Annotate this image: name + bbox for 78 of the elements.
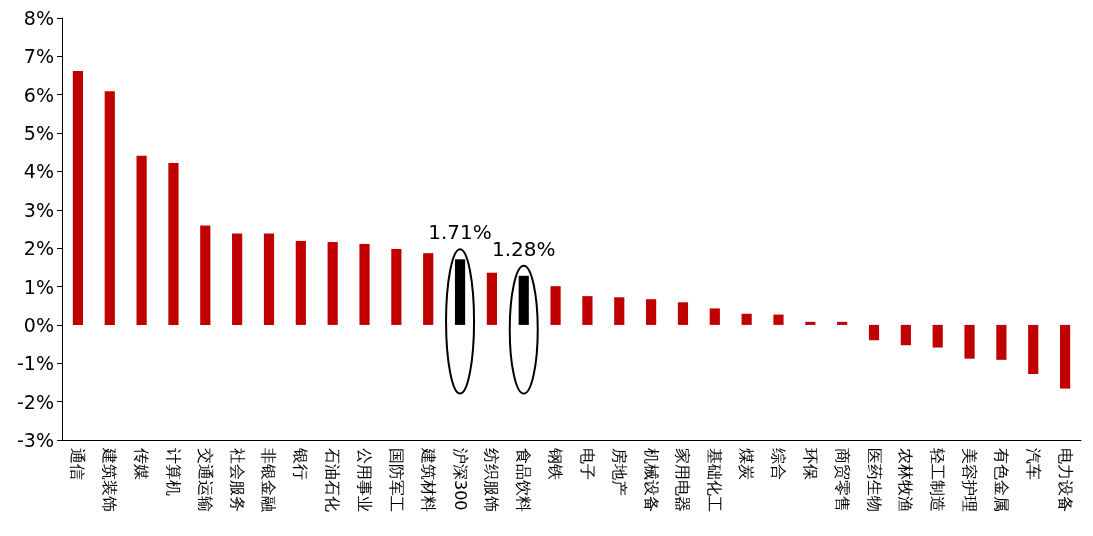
y-tick-label: 7% (23, 45, 54, 68)
bar (550, 286, 561, 325)
bar (837, 321, 848, 325)
x-tick-label: 公用事业 (355, 448, 375, 512)
bar (136, 155, 147, 325)
bar (582, 296, 593, 325)
bar (868, 324, 880, 341)
x-tick-label: 电子 (577, 448, 597, 480)
x-tick-label: 有色金属 (991, 448, 1011, 512)
x-tick-label: 国防军工 (386, 448, 406, 512)
x-tick-label: 银行 (291, 447, 311, 480)
y-tick-label: 2% (23, 237, 54, 260)
bar (805, 321, 816, 325)
x-tick-label: 综合 (768, 448, 788, 480)
x-tick-label: 传媒 (132, 448, 152, 480)
bar (996, 324, 1007, 360)
y-tick-label: 6% (23, 83, 54, 106)
x-tick-label: 基础化工 (705, 448, 725, 512)
bar (423, 253, 434, 325)
y-tick-label: 1% (23, 275, 54, 298)
x-tick-label: 交通运输 (195, 448, 215, 512)
y-tick-label: 0% (23, 313, 54, 336)
bar (709, 308, 720, 325)
bar (518, 275, 529, 325)
bar (232, 233, 243, 325)
bar (932, 324, 943, 348)
x-tick-label: 家用电器 (673, 448, 693, 512)
x-tick-label: 轻工制造 (928, 448, 948, 512)
x-tick-label: 美容护理 (960, 448, 980, 512)
data-label: 1.28% (491, 236, 556, 261)
x-tick-label: 农林牧渔 (896, 448, 916, 512)
bar (1059, 324, 1071, 389)
bar (359, 243, 370, 325)
x-tick-label: 汽车 (1023, 448, 1043, 480)
bar (168, 163, 179, 325)
x-tick-label: 食品饮料 (514, 448, 534, 512)
bar (295, 240, 306, 325)
x-tick-label: 沪深300 (450, 448, 470, 511)
bar (200, 225, 211, 325)
bar (773, 314, 784, 325)
x-tick-label: 煤炭 (737, 448, 757, 480)
bar (900, 324, 911, 346)
x-tick-label: 医药生物 (864, 448, 884, 512)
y-tick-label: 3% (23, 198, 54, 221)
bar (72, 70, 84, 325)
bar (391, 248, 402, 325)
bar (486, 272, 497, 325)
bar (741, 313, 752, 325)
x-tick-label: 房地产 (609, 448, 629, 496)
bar (327, 242, 338, 325)
bar (1028, 324, 1039, 375)
bar (677, 302, 689, 325)
x-tick-label: 社会服务 (227, 448, 247, 512)
x-tick-label: 建筑装饰 (100, 447, 120, 512)
x-tick-label: 钢铁 (546, 447, 566, 480)
x-tick-label: 通信 (68, 448, 88, 480)
y-tick-label: 8% (23, 7, 54, 29)
x-tick-label: 石油石化 (323, 448, 343, 512)
x-tick-label: 电力设备 (1055, 448, 1075, 512)
data-label: 1.71% (428, 220, 492, 245)
bar (964, 324, 975, 359)
bar (263, 233, 275, 325)
x-tick-label: 商贸零售 (832, 448, 852, 512)
bar (104, 91, 115, 325)
x-tick-label: 环保 (800, 448, 820, 480)
x-tick-label: 纺织服饰 (482, 448, 502, 512)
x-tick-label: 计算机 (163, 448, 183, 496)
x-tick-label: 建筑材料 (418, 447, 438, 512)
y-tick-label: 5% (23, 122, 54, 145)
bar (646, 299, 657, 325)
y-tick-label: -1% (17, 352, 54, 375)
y-tick-label: -3% (17, 429, 54, 451)
x-tick-label: 机械设备 (641, 448, 661, 512)
y-tick-label: -2% (17, 390, 54, 413)
bar (614, 297, 625, 325)
y-tick-label: 4% (23, 160, 54, 183)
bar (454, 259, 466, 325)
x-tick-label: 非银金融 (259, 448, 279, 512)
